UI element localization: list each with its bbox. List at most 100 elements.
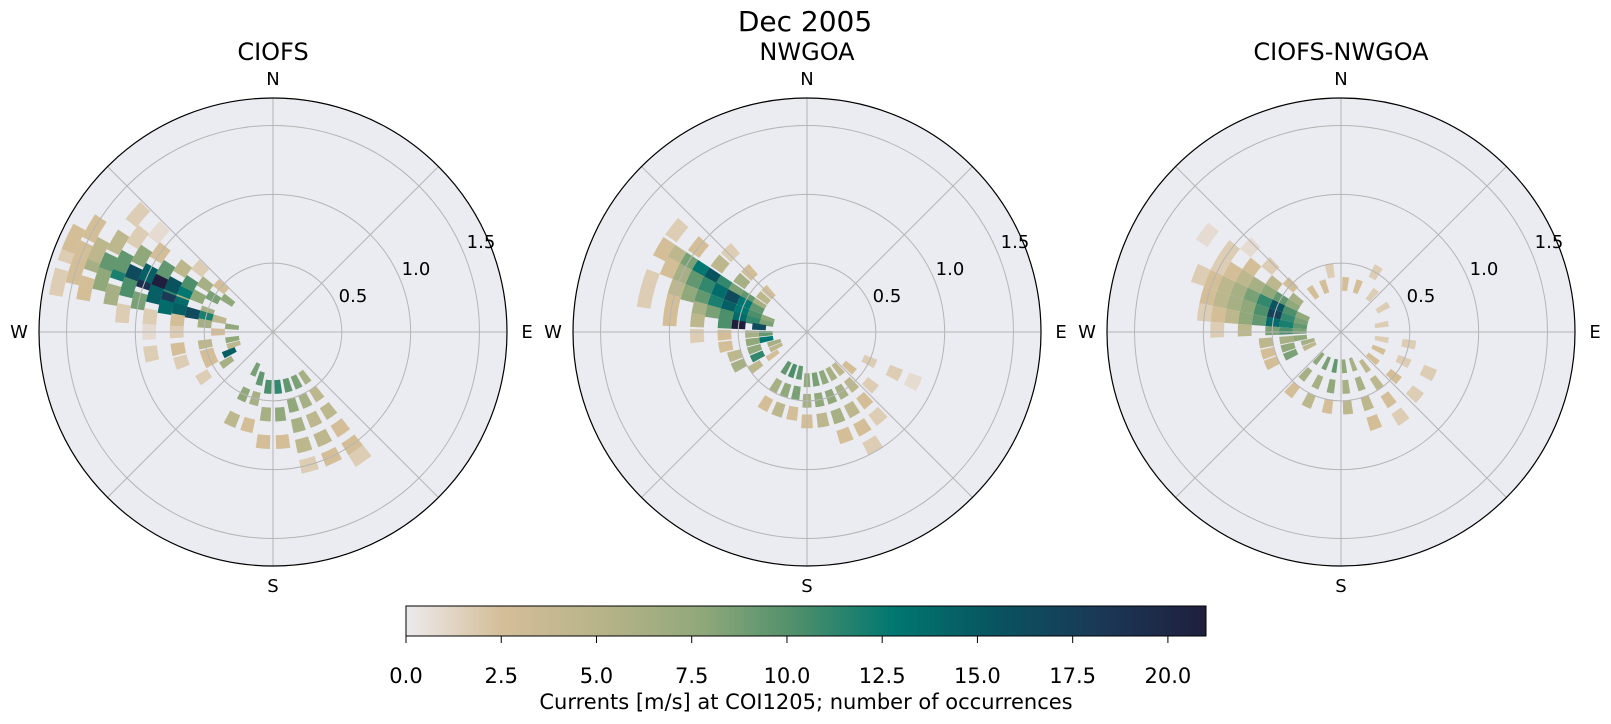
rose-bin xyxy=(219,355,235,369)
colorbar-tick-label: 0.0 xyxy=(389,664,422,688)
rose-bin xyxy=(220,293,236,307)
rose-bin xyxy=(211,314,227,325)
rose-bin xyxy=(665,217,689,243)
rose-bin xyxy=(164,276,183,295)
compass-label-east: E xyxy=(521,322,532,343)
colorbar-gradient xyxy=(405,605,1207,637)
polar-grid xyxy=(573,98,1041,566)
rose-bin xyxy=(126,224,150,250)
rose-bin xyxy=(1405,385,1424,404)
rose-bin xyxy=(1195,222,1219,247)
rose-bin xyxy=(76,275,95,302)
rose-bin xyxy=(745,337,761,347)
rose-bin xyxy=(825,366,838,382)
polar-panel-ciofs-nwgoa: CIOFS-NWGOA N S E W 0.5 1.0 1.5 xyxy=(1078,38,1601,597)
rose-bin xyxy=(1224,308,1240,324)
rose-bin xyxy=(1369,375,1384,391)
rose-bin xyxy=(250,362,261,377)
rose-bin xyxy=(811,372,820,387)
rose-bin xyxy=(759,335,774,344)
rose-bin xyxy=(255,434,271,449)
rose-bin xyxy=(747,359,764,374)
rose-bin xyxy=(305,410,323,429)
rose-bin xyxy=(747,344,763,355)
rose-bin xyxy=(745,315,761,325)
rose-bin xyxy=(1260,346,1277,360)
rose-bin xyxy=(1331,358,1338,374)
rose-bin xyxy=(1242,257,1262,277)
polar-panel-nwgoa: NWGOA N S E W 0.5 1.0 1.5 xyxy=(544,38,1067,597)
rose-bin xyxy=(710,282,729,300)
rose-bin xyxy=(1210,321,1225,338)
angular-gridline xyxy=(641,166,973,498)
colorbar-tick-label: 7.5 xyxy=(675,664,708,688)
rose-bin xyxy=(103,283,122,306)
rose-bin xyxy=(240,416,256,434)
radial-tick-label: 1.0 xyxy=(1470,259,1499,280)
rose-bin xyxy=(1240,237,1261,258)
rose-bins xyxy=(49,201,372,474)
rose-bin xyxy=(1293,316,1309,326)
rose-bin xyxy=(1280,342,1296,353)
rose-bin xyxy=(348,445,372,467)
rose-bin xyxy=(147,221,170,245)
rose-bin xyxy=(1237,323,1252,337)
rose-bin xyxy=(1256,293,1273,308)
compass-label-south: S xyxy=(801,576,812,597)
rose-bin xyxy=(1238,311,1254,325)
colorbar-label: Currents [m/s] at COI1205; number of occ… xyxy=(539,690,1072,714)
rose-bin xyxy=(290,416,306,434)
rose-bin xyxy=(173,259,193,279)
rose-bin xyxy=(717,329,732,341)
rose-bin xyxy=(749,350,766,363)
rose-bin xyxy=(1210,305,1227,323)
panel-title: CIOFS xyxy=(237,38,308,66)
rose-bin xyxy=(741,263,758,281)
rose-bin xyxy=(119,276,138,299)
rose-bin xyxy=(1354,376,1366,392)
rose-bin xyxy=(1279,335,1294,345)
rose-bin xyxy=(691,300,708,317)
rose-bin xyxy=(308,385,325,403)
rose-bin xyxy=(155,259,176,280)
rose-bin xyxy=(290,374,303,390)
rose-bin xyxy=(1260,283,1278,300)
rose-bin xyxy=(751,297,767,311)
rose-bin xyxy=(843,400,861,419)
compass-label-south: S xyxy=(267,576,278,597)
rose-bin xyxy=(755,290,771,305)
rose-bin xyxy=(176,282,195,300)
rose-bin xyxy=(636,286,655,309)
rose-bin xyxy=(831,361,845,377)
rose-bin xyxy=(1366,414,1383,431)
rose-bin xyxy=(1300,337,1316,346)
rose-bin xyxy=(768,342,784,353)
rose-bin xyxy=(727,349,743,363)
radial-tick-label: 0.5 xyxy=(1407,286,1436,307)
rose-bin xyxy=(255,371,265,386)
rose-bin xyxy=(690,312,706,328)
rose-bin xyxy=(1302,341,1317,352)
rose-bin xyxy=(1380,391,1397,409)
colorbar-tick-label: 12.5 xyxy=(859,664,906,688)
rose-bin xyxy=(112,249,134,274)
compass-label-north: N xyxy=(1334,69,1347,90)
rose-bin xyxy=(751,322,767,331)
rose-bin xyxy=(1222,261,1243,282)
rose-bin xyxy=(868,406,888,427)
rose-bin xyxy=(173,354,190,370)
radial-tick-label: 1.5 xyxy=(1535,232,1564,253)
rose-bin xyxy=(298,369,312,385)
rose-bin xyxy=(786,405,799,421)
radial-tick-label: 1.5 xyxy=(1001,232,1030,253)
rose-bin xyxy=(1311,374,1324,390)
rose-bin xyxy=(1212,290,1231,309)
polar-panel-ciofs: CIOFS N S E W 0.5 1.0 1.5 xyxy=(10,38,533,597)
rose-bin xyxy=(1282,348,1299,361)
rose-bins xyxy=(1190,222,1438,431)
rose-bin xyxy=(769,377,783,394)
rose-bin xyxy=(717,317,733,329)
rose-bin xyxy=(1301,392,1316,409)
rose-bin xyxy=(885,364,904,382)
rose-bin xyxy=(1243,287,1261,304)
